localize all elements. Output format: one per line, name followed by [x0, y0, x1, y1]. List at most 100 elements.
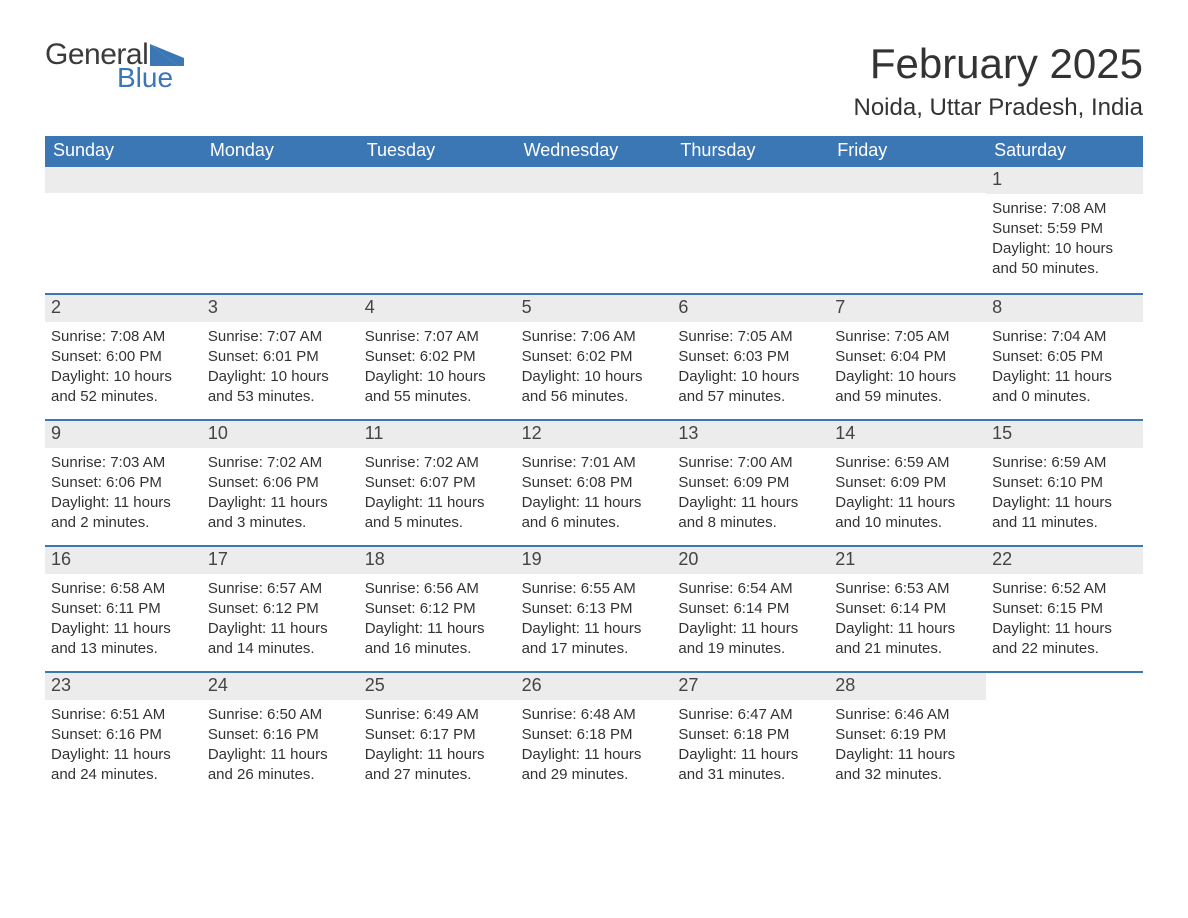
sunrise-text: Sunrise: 6:59 AM	[992, 453, 1137, 473]
sunset-text: Sunset: 6:05 PM	[992, 347, 1137, 367]
day-number: 2	[45, 295, 202, 322]
sunset-text: Sunset: 6:18 PM	[678, 725, 823, 745]
day-detail: Sunrise: 6:56 AMSunset: 6:12 PMDaylight:…	[359, 574, 516, 666]
day-detail: Sunrise: 6:54 AMSunset: 6:14 PMDaylight:…	[672, 574, 829, 666]
day-number: 11	[359, 421, 516, 448]
day-detail: Sunrise: 6:52 AMSunset: 6:15 PMDaylight:…	[986, 574, 1143, 666]
weekday-header-row: Sunday Monday Tuesday Wednesday Thursday…	[45, 136, 1143, 167]
day-detail: Sunrise: 7:04 AMSunset: 6:05 PMDaylight:…	[986, 322, 1143, 414]
weeks-container: 1Sunrise: 7:08 AMSunset: 5:59 PMDaylight…	[45, 167, 1143, 797]
sunrise-text: Sunrise: 6:59 AM	[835, 453, 980, 473]
day-detail: Sunrise: 6:57 AMSunset: 6:12 PMDaylight:…	[202, 574, 359, 666]
sunset-text: Sunset: 6:00 PM	[51, 347, 196, 367]
daylight-text: Daylight: 10 hours and 55 minutes.	[365, 367, 510, 408]
day-cell: 17Sunrise: 6:57 AMSunset: 6:12 PMDayligh…	[202, 547, 359, 671]
day-cell: 27Sunrise: 6:47 AMSunset: 6:18 PMDayligh…	[672, 673, 829, 797]
day-cell: 26Sunrise: 6:48 AMSunset: 6:18 PMDayligh…	[516, 673, 673, 797]
day-cell: 6Sunrise: 7:05 AMSunset: 6:03 PMDaylight…	[672, 295, 829, 419]
day-cell: 19Sunrise: 6:55 AMSunset: 6:13 PMDayligh…	[516, 547, 673, 671]
sunrise-text: Sunrise: 7:08 AM	[992, 199, 1137, 219]
day-cell: 22Sunrise: 6:52 AMSunset: 6:15 PMDayligh…	[986, 547, 1143, 671]
day-detail: Sunrise: 7:07 AMSunset: 6:01 PMDaylight:…	[202, 322, 359, 414]
day-number: 13	[672, 421, 829, 448]
sunrise-text: Sunrise: 7:02 AM	[208, 453, 353, 473]
day-number: 1	[986, 167, 1143, 194]
day-number: 23	[45, 673, 202, 700]
sunset-text: Sunset: 6:17 PM	[365, 725, 510, 745]
daylight-text: Daylight: 11 hours and 16 minutes.	[365, 619, 510, 660]
daylight-text: Daylight: 11 hours and 17 minutes.	[522, 619, 667, 660]
sunset-text: Sunset: 6:14 PM	[835, 599, 980, 619]
day-cell	[516, 167, 673, 293]
sunrise-text: Sunrise: 6:55 AM	[522, 579, 667, 599]
weekday-friday: Friday	[829, 136, 986, 167]
daylight-text: Daylight: 11 hours and 11 minutes.	[992, 493, 1137, 534]
week-row: 16Sunrise: 6:58 AMSunset: 6:11 PMDayligh…	[45, 545, 1143, 671]
day-detail: Sunrise: 6:59 AMSunset: 6:09 PMDaylight:…	[829, 448, 986, 540]
day-cell: 24Sunrise: 6:50 AMSunset: 6:16 PMDayligh…	[202, 673, 359, 797]
day-number: 18	[359, 547, 516, 574]
sunrise-text: Sunrise: 7:04 AM	[992, 327, 1137, 347]
day-number: 10	[202, 421, 359, 448]
day-detail: Sunrise: 7:07 AMSunset: 6:02 PMDaylight:…	[359, 322, 516, 414]
weekday-monday: Monday	[202, 136, 359, 167]
daylight-text: Daylight: 11 hours and 10 minutes.	[835, 493, 980, 534]
daylight-text: Daylight: 11 hours and 31 minutes.	[678, 745, 823, 786]
day-cell: 8Sunrise: 7:04 AMSunset: 6:05 PMDaylight…	[986, 295, 1143, 419]
sunset-text: Sunset: 6:16 PM	[208, 725, 353, 745]
sunrise-text: Sunrise: 7:08 AM	[51, 327, 196, 347]
sunrise-text: Sunrise: 6:51 AM	[51, 705, 196, 725]
sunrise-text: Sunrise: 7:07 AM	[365, 327, 510, 347]
daylight-text: Daylight: 11 hours and 8 minutes.	[678, 493, 823, 534]
daylight-text: Daylight: 11 hours and 0 minutes.	[992, 367, 1137, 408]
day-cell	[202, 167, 359, 293]
day-number: 15	[986, 421, 1143, 448]
sunset-text: Sunset: 5:59 PM	[992, 219, 1137, 239]
day-cell	[829, 167, 986, 293]
day-number: 21	[829, 547, 986, 574]
sunrise-text: Sunrise: 6:46 AM	[835, 705, 980, 725]
daylight-text: Daylight: 10 hours and 57 minutes.	[678, 367, 823, 408]
day-detail: Sunrise: 6:50 AMSunset: 6:16 PMDaylight:…	[202, 700, 359, 792]
daylight-text: Daylight: 11 hours and 24 minutes.	[51, 745, 196, 786]
sunrise-text: Sunrise: 7:05 AM	[835, 327, 980, 347]
day-detail: Sunrise: 6:47 AMSunset: 6:18 PMDaylight:…	[672, 700, 829, 792]
day-cell: 9Sunrise: 7:03 AMSunset: 6:06 PMDaylight…	[45, 421, 202, 545]
day-number: 25	[359, 673, 516, 700]
daylight-text: Daylight: 10 hours and 50 minutes.	[992, 239, 1137, 280]
sunrise-text: Sunrise: 6:52 AM	[992, 579, 1137, 599]
day-cell: 1Sunrise: 7:08 AMSunset: 5:59 PMDaylight…	[986, 167, 1143, 293]
daylight-text: Daylight: 11 hours and 2 minutes.	[51, 493, 196, 534]
day-cell: 25Sunrise: 6:49 AMSunset: 6:17 PMDayligh…	[359, 673, 516, 797]
day-number: 26	[516, 673, 673, 700]
empty-day-bar	[202, 167, 359, 193]
day-detail: Sunrise: 6:55 AMSunset: 6:13 PMDaylight:…	[516, 574, 673, 666]
daylight-text: Daylight: 10 hours and 59 minutes.	[835, 367, 980, 408]
sunset-text: Sunset: 6:15 PM	[992, 599, 1137, 619]
day-number: 19	[516, 547, 673, 574]
day-detail: Sunrise: 7:08 AMSunset: 5:59 PMDaylight:…	[986, 194, 1143, 286]
sunrise-text: Sunrise: 6:50 AM	[208, 705, 353, 725]
sunset-text: Sunset: 6:14 PM	[678, 599, 823, 619]
weekday-saturday: Saturday	[986, 136, 1143, 167]
sunrise-text: Sunrise: 6:56 AM	[365, 579, 510, 599]
day-cell: 2Sunrise: 7:08 AMSunset: 6:00 PMDaylight…	[45, 295, 202, 419]
sunset-text: Sunset: 6:11 PM	[51, 599, 196, 619]
day-detail: Sunrise: 6:58 AMSunset: 6:11 PMDaylight:…	[45, 574, 202, 666]
daylight-text: Daylight: 11 hours and 26 minutes.	[208, 745, 353, 786]
logo-word-blue: Blue	[117, 64, 184, 92]
empty-day-bar	[672, 167, 829, 193]
day-number: 4	[359, 295, 516, 322]
weekday-tuesday: Tuesday	[359, 136, 516, 167]
sunrise-text: Sunrise: 6:53 AM	[835, 579, 980, 599]
day-cell	[672, 167, 829, 293]
day-number: 5	[516, 295, 673, 322]
weekday-sunday: Sunday	[45, 136, 202, 167]
day-cell: 23Sunrise: 6:51 AMSunset: 6:16 PMDayligh…	[45, 673, 202, 797]
sunset-text: Sunset: 6:02 PM	[522, 347, 667, 367]
empty-day-bar	[829, 167, 986, 193]
day-detail: Sunrise: 7:05 AMSunset: 6:03 PMDaylight:…	[672, 322, 829, 414]
daylight-text: Daylight: 10 hours and 56 minutes.	[522, 367, 667, 408]
day-number: 12	[516, 421, 673, 448]
day-number: 16	[45, 547, 202, 574]
